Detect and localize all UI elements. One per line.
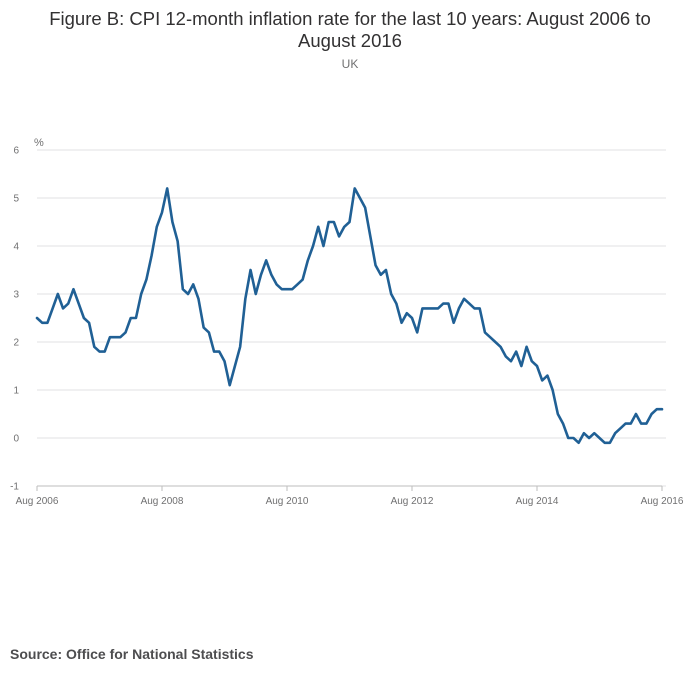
y-axis-unit-label: % xyxy=(34,137,44,149)
series-line-0 xyxy=(35,187,664,445)
y-tick-label: -1 xyxy=(10,482,19,493)
x-tick-label: Aug 2006 xyxy=(16,496,59,507)
chart-subtitle: UK xyxy=(341,57,359,71)
y-axis-ticks: -1 0 1 2 3 4 5 6 xyxy=(10,146,19,493)
y-tick-label: 2 xyxy=(13,338,19,349)
x-tick-label: Aug 2012 xyxy=(391,496,434,507)
x-tick-label: Aug 2010 xyxy=(266,496,309,507)
y-tick-label: 6 xyxy=(13,146,19,157)
x-tick-label: Aug 2008 xyxy=(141,496,184,507)
y-tick-label: 1 xyxy=(13,386,19,397)
series-group xyxy=(35,187,664,445)
x-tick-label: Aug 2014 xyxy=(516,496,559,507)
y-tick-label: 5 xyxy=(13,194,19,205)
y-tick-label: 4 xyxy=(13,242,19,253)
chart-title: Figure B: CPI 12-month inflation rate fo… xyxy=(49,8,651,51)
source-note: Source: Office for National Statistics xyxy=(10,646,254,662)
x-axis-ticks: Aug 2006 Aug 2008 Aug 2010 Aug 2012 Aug 2014… xyxy=(16,486,684,507)
x-tick-label: Aug 2016 xyxy=(641,496,684,507)
y-tick-label: 0 xyxy=(13,434,19,445)
grid-lines xyxy=(37,149,666,487)
y-tick-label: 3 xyxy=(13,290,19,301)
